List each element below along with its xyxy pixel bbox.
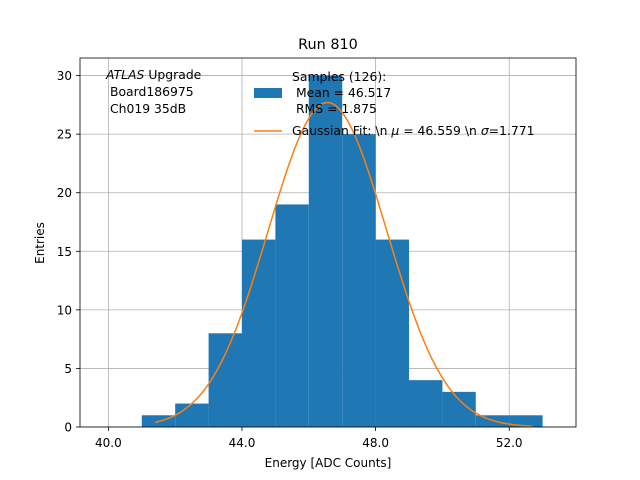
x-tick-label: 52.0 — [496, 436, 523, 450]
atlas-label: ATLAS — [105, 67, 145, 82]
x-axis-label: Energy [ADC Counts] — [265, 456, 392, 470]
legend-hist-mean: Mean = 46.517 — [292, 85, 391, 100]
gaussian-fit-curve — [154, 101, 533, 427]
y-tick-label: 25 — [57, 128, 72, 142]
histogram-bars — [141, 75, 543, 428]
legend-hist-title: Samples (126): — [292, 69, 386, 84]
histogram-bar — [509, 415, 543, 427]
legend-sigma-symbol: σ — [481, 123, 490, 138]
histogram-bar — [175, 403, 209, 427]
y-tick-label: 10 — [57, 303, 72, 317]
y-tick-label: 30 — [57, 69, 72, 83]
upgrade-label: Upgrade — [144, 67, 201, 82]
histogram-bar — [408, 380, 443, 427]
legend: Samples (126): Mean = 46.517 RMS = 1.875… — [254, 69, 535, 138]
histogram-bar — [375, 239, 409, 427]
legend-fit-prefix: Gaussian Fit: \n — [292, 123, 391, 138]
histogram-bar — [208, 333, 242, 427]
y-tick-label: 0 — [64, 421, 72, 435]
chart-title: Run 810 — [298, 37, 358, 53]
y-axis-label: Entries — [33, 222, 47, 264]
histogram-bar — [342, 134, 376, 427]
histogram-bar — [275, 204, 309, 427]
y-tick-label: 20 — [57, 186, 72, 200]
legend-mu-value: = 46.559 \n — [399, 123, 481, 138]
x-tick-label: 40.0 — [95, 436, 122, 450]
histogram-bar — [308, 75, 343, 428]
legend-fit-label: Gaussian Fit: \n μ = 46.559 \n σ=1.771 — [292, 123, 535, 138]
axes-frame — [79, 57, 577, 428]
y-axis-ticks: 0 5 10 15 20 25 30 — [57, 69, 80, 435]
x-tick-label: 48.0 — [362, 436, 389, 450]
histogram-bar — [241, 239, 276, 427]
legend-sigma-value: =1.771 — [489, 123, 535, 138]
channel-label: Ch019 35dB — [106, 101, 186, 116]
x-axis-ticks: 40.0 44.0 48.0 52.0 — [95, 427, 523, 450]
x-tick-label: 44.0 — [229, 436, 256, 450]
legend-hist-swatch — [254, 88, 282, 98]
atlas-annotation: ATLAS Upgrade Board186975 Ch019 35dB — [105, 67, 201, 116]
annotation-line-1: ATLAS Upgrade — [105, 67, 201, 82]
legend-hist-rms: RMS = 1.875 — [292, 101, 377, 116]
y-tick-label: 5 — [64, 362, 72, 376]
board-label: Board186975 — [106, 84, 194, 99]
y-tick-label: 15 — [57, 245, 72, 259]
legend-mu-symbol: μ — [390, 123, 399, 138]
